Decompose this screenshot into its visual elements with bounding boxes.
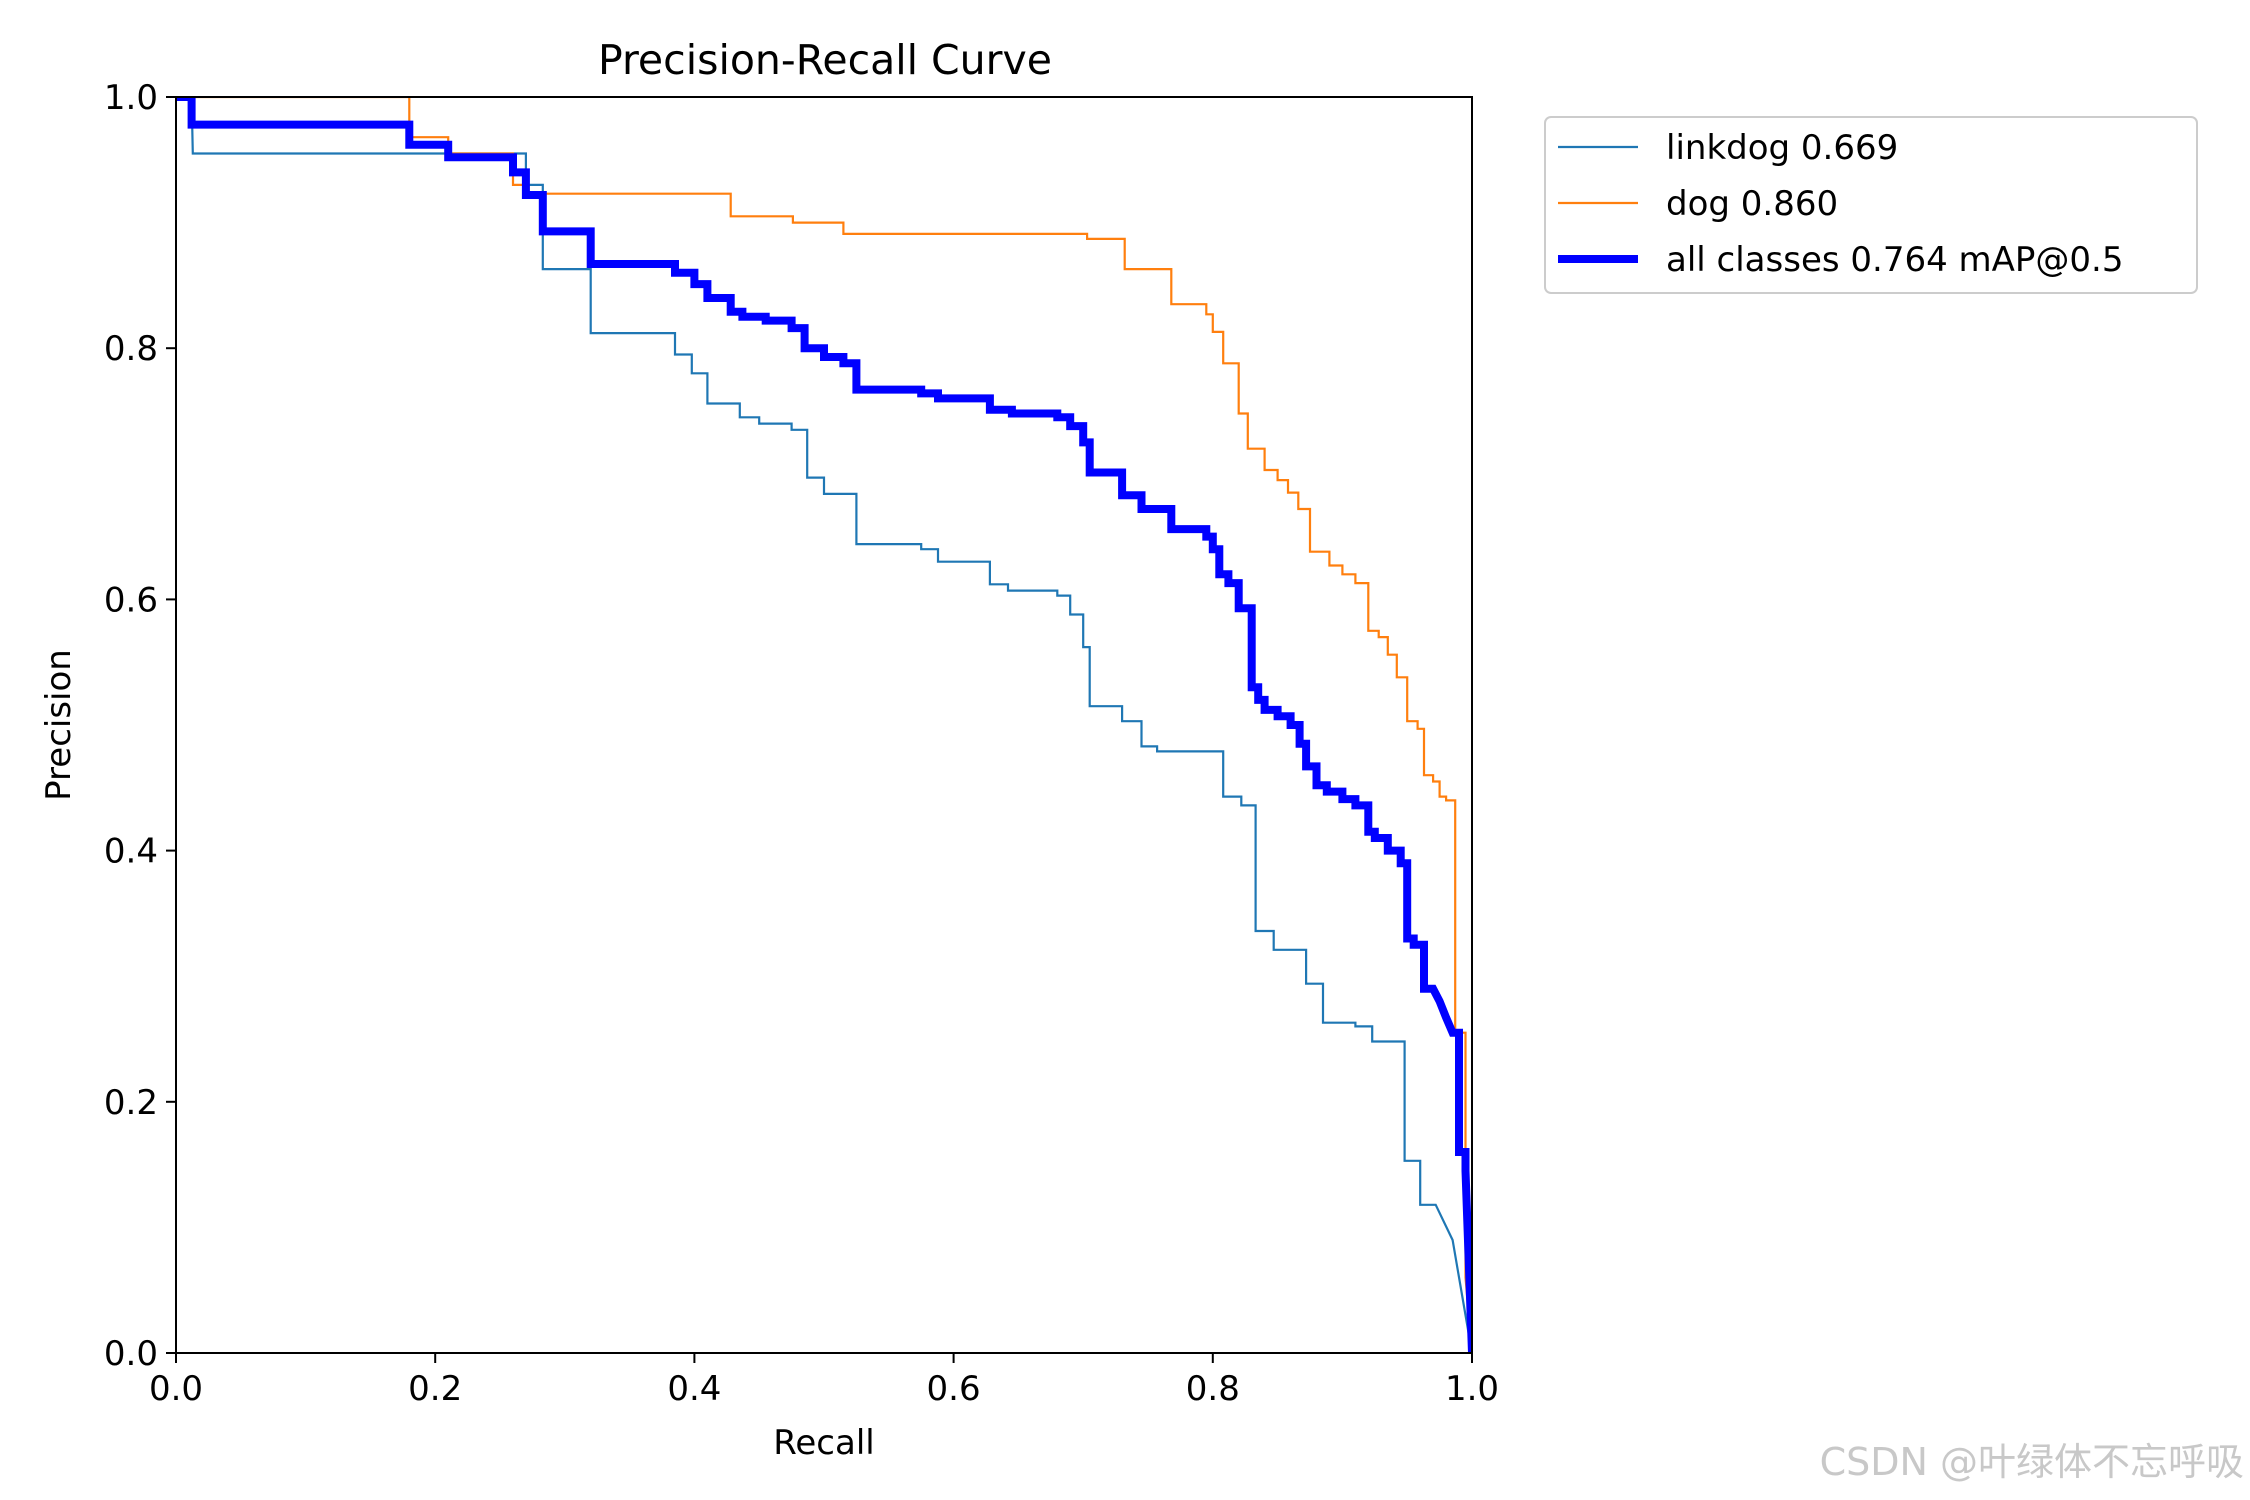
y-tick-label: 0.2 [104, 1083, 158, 1123]
chart-title: Precision-Recall Curve [598, 36, 1052, 84]
legend: linkdog 0.669 dog 0.860 all classes 0.764 … [1544, 116, 2198, 294]
watermark: CSDN @叶绿体不忘呼吸 [1819, 1440, 2244, 1484]
series-line-0 [176, 97, 1472, 1353]
legend-frame [1544, 116, 2198, 294]
plot-frame [175, 96, 1473, 1354]
series-line-1 [176, 97, 1472, 1353]
y-tick-label: 0.8 [104, 329, 158, 369]
y-axis-ticks: 0.0 0.2 0.4 0.6 0.8 1.0 [104, 78, 176, 1374]
series-line-2 [176, 97, 1472, 1353]
x-tick-label: 0.2 [408, 1369, 462, 1409]
x-tick-label: 0.4 [667, 1369, 721, 1409]
y-tick-label: 0.6 [104, 580, 158, 620]
legend-label: linkdog 0.669 [1666, 128, 1898, 168]
x-tick-label: 0.8 [1186, 1369, 1240, 1409]
x-tick-label: 0.0 [149, 1369, 203, 1409]
series-layer [176, 97, 1472, 1353]
plot-area [175, 96, 1473, 1354]
legend-label: all classes 0.764 mAP@0.5 [1666, 240, 2123, 280]
y-tick-label: 1.0 [104, 78, 158, 118]
legend-label: dog 0.860 [1666, 184, 1838, 224]
x-tick-label: 1.0 [1445, 1369, 1499, 1409]
x-axis-label: Recall [773, 1423, 874, 1463]
x-tick-label: 0.6 [927, 1369, 981, 1409]
y-tick-label: 0.4 [104, 832, 158, 872]
x-axis-ticks: 0.0 0.2 0.4 0.6 0.8 1.0 [149, 1353, 1499, 1409]
y-axis-label: Precision [39, 649, 79, 801]
y-tick-label: 0.0 [104, 1334, 158, 1374]
